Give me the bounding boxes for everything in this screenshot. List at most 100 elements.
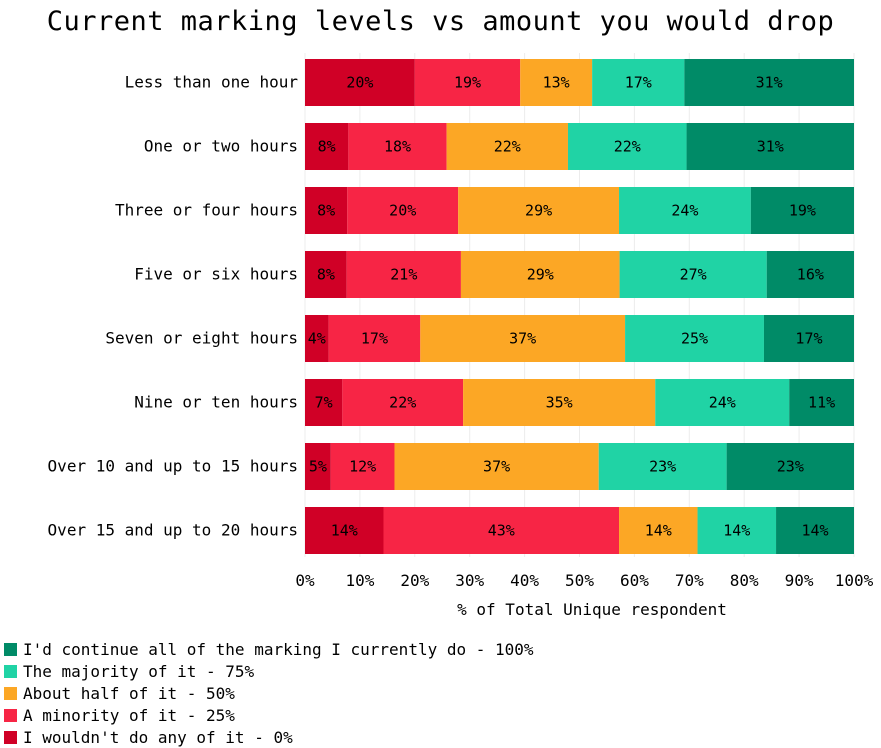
legend-item: I wouldn't do any of it - 0% bbox=[4, 726, 534, 748]
bar-value-label: 20% bbox=[346, 74, 373, 92]
bar-segment bbox=[305, 507, 384, 554]
bar-value-label: 11% bbox=[808, 394, 835, 412]
bar-value-label: 20% bbox=[389, 202, 416, 220]
bar-segment bbox=[305, 123, 349, 170]
bar-segment bbox=[346, 251, 461, 298]
legend-label: I'd continue all of the marking I curren… bbox=[23, 639, 534, 659]
bar-segment bbox=[598, 443, 727, 490]
x-tick-label: 0% bbox=[295, 571, 315, 590]
bar-value-label: 7% bbox=[315, 394, 333, 412]
bar-segment bbox=[328, 315, 421, 362]
bar-segment bbox=[414, 59, 521, 106]
legend-swatch bbox=[4, 642, 17, 656]
legend-label: A minority of it - 25% bbox=[23, 705, 235, 725]
bar-segment bbox=[342, 379, 464, 426]
legend-label: I wouldn't do any of it - 0% bbox=[23, 727, 293, 747]
bar-value-label: 43% bbox=[488, 522, 515, 540]
x-tick-label: 50% bbox=[565, 571, 594, 590]
bar-segment bbox=[305, 251, 347, 298]
x-tick-label: 10% bbox=[345, 571, 374, 590]
bar-segment bbox=[726, 443, 854, 490]
bar-value-label: 24% bbox=[709, 394, 736, 412]
bar-segment bbox=[619, 187, 751, 234]
category-label: Seven or eight hours bbox=[105, 329, 298, 348]
bar-value-label: 37% bbox=[483, 458, 510, 476]
bar-segment bbox=[446, 123, 568, 170]
bar-value-label: 13% bbox=[543, 74, 570, 92]
bar-value-label: 29% bbox=[525, 202, 552, 220]
legend-swatch bbox=[4, 664, 17, 678]
bar-value-label: 23% bbox=[649, 458, 676, 476]
category-labels: Less than one hour One or two hours Three … bbox=[48, 73, 299, 540]
bar-value-label: 12% bbox=[349, 458, 376, 476]
legend-item: The majority of it - 75% bbox=[4, 660, 534, 682]
bar-segment bbox=[686, 123, 854, 170]
category-label: Over 15 and up to 20 hours bbox=[48, 521, 298, 540]
legend-item: I'd continue all of the marking I curren… bbox=[4, 638, 534, 660]
bar-segment bbox=[458, 187, 620, 234]
bar-value-label: 24% bbox=[671, 202, 698, 220]
bar-value-label: 22% bbox=[614, 138, 641, 156]
bar-segment bbox=[305, 59, 415, 106]
bar-segment bbox=[348, 123, 447, 170]
bar-value-label: 35% bbox=[546, 394, 573, 412]
x-tick-label: 80% bbox=[730, 571, 759, 590]
bar-segment bbox=[789, 379, 854, 426]
category-label: Less than one hour bbox=[125, 73, 299, 92]
bar-value-label: 17% bbox=[625, 74, 652, 92]
x-axis-title: % of Total Unique respondent bbox=[457, 600, 727, 619]
category-label: One or two hours bbox=[144, 137, 298, 156]
bar-segment bbox=[763, 315, 854, 362]
bar-segment bbox=[776, 507, 854, 554]
chart-title: Current marking levels vs amount you wou… bbox=[46, 6, 835, 37]
bar-segment bbox=[750, 187, 854, 234]
x-tick-label: 60% bbox=[620, 571, 649, 590]
bar-segment bbox=[463, 379, 656, 426]
legend-label: The majority of it - 75% bbox=[23, 661, 255, 681]
legend-label: About half of it - 50% bbox=[23, 683, 235, 703]
bar-value-label: 21% bbox=[390, 266, 417, 284]
bar-value-label: 17% bbox=[795, 330, 822, 348]
legend-swatch bbox=[4, 730, 17, 744]
bar-value-label: 31% bbox=[757, 138, 784, 156]
bar-segment bbox=[520, 59, 593, 106]
bar-value-label: 8% bbox=[317, 202, 335, 220]
bar-value-label: 25% bbox=[681, 330, 708, 348]
x-tick-label: 30% bbox=[455, 571, 484, 590]
bar-segment bbox=[567, 123, 687, 170]
bar-segment bbox=[684, 59, 854, 106]
bar-segment bbox=[305, 187, 348, 234]
bar-segment bbox=[655, 379, 790, 426]
bar-segment bbox=[305, 443, 331, 490]
bar-segment bbox=[420, 315, 626, 362]
bar-segment bbox=[305, 379, 343, 426]
legend: I'd continue all of the marking I curren… bbox=[4, 638, 534, 748]
bar-value-label: 29% bbox=[527, 266, 554, 284]
bar-value-label: 14% bbox=[801, 522, 828, 540]
bar-segment bbox=[766, 251, 854, 298]
x-tick-label: 70% bbox=[675, 571, 704, 590]
bar-value-label: 22% bbox=[389, 394, 416, 412]
bar-segment bbox=[592, 59, 685, 106]
bars: 20% 19% 13% 17% 31% 8% 18% 22% 22% 31% 8% 20% 29% 24%… bbox=[305, 59, 854, 554]
stacked-bar-chart: 20% 19% 13% 17% 31% 8% 18% 22% 22% 31% 8% 20% 29% 24%… bbox=[48, 53, 874, 619]
bar-value-label: 37% bbox=[509, 330, 536, 348]
legend-swatch bbox=[4, 686, 17, 700]
bar-segment bbox=[460, 251, 620, 298]
bar-value-label: 22% bbox=[494, 138, 521, 156]
bar-segment bbox=[619, 251, 767, 298]
bar-value-label: 17% bbox=[361, 330, 388, 348]
bar-segment bbox=[697, 507, 777, 554]
bar-value-label: 16% bbox=[797, 266, 824, 284]
bar-value-label: 14% bbox=[331, 522, 358, 540]
legend-swatch bbox=[4, 708, 17, 722]
bar-segment bbox=[625, 315, 764, 362]
x-tick-label: 90% bbox=[785, 571, 814, 590]
bar-segment bbox=[383, 507, 620, 554]
bar-value-label: 19% bbox=[789, 202, 816, 220]
bar-value-label: 8% bbox=[317, 266, 335, 284]
bar-value-label: 8% bbox=[318, 138, 336, 156]
x-tick-label: 40% bbox=[510, 571, 539, 590]
category-label: Five or six hours bbox=[134, 265, 298, 284]
bar-segment bbox=[305, 315, 329, 362]
